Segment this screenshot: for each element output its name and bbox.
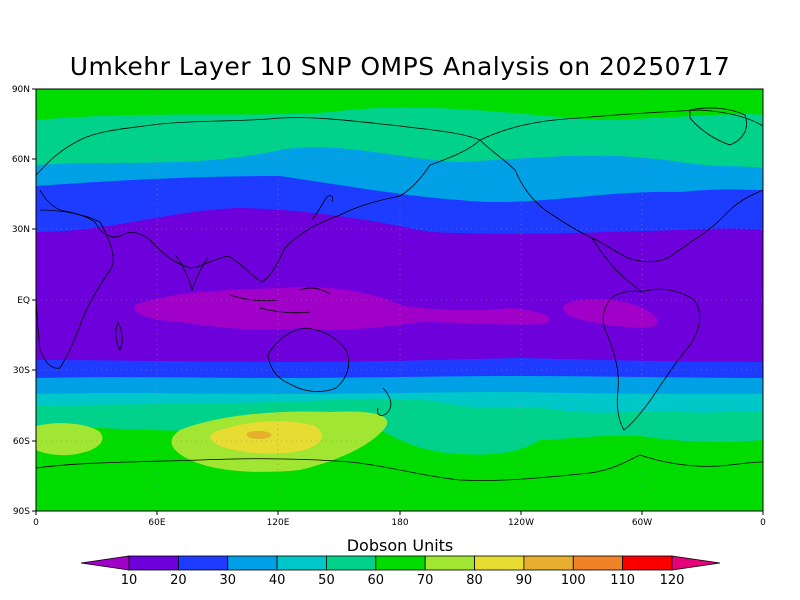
colorbar-tick-label: 100: [561, 573, 586, 588]
chart-title: Umkehr Layer 10 SNP OMPS Analysis on 202…: [69, 52, 731, 81]
band-30-40-south: [36, 376, 763, 398]
colorbar-box: [474, 555, 525, 571]
indonesia-coast: [229, 287, 331, 314]
colorbar: 10 20 30 40 50 60 70 80 90 100 110 120: [80, 555, 721, 588]
eurasia-coast: [36, 117, 481, 283]
colorbar-box: [523, 555, 574, 571]
colorbar-tick-label: 30: [219, 573, 236, 588]
y-label-30n: 30N: [12, 225, 30, 235]
north-america-coast: [479, 109, 763, 263]
colorbar-triangle-low: [80, 555, 130, 571]
contour-fill: [36, 89, 763, 511]
colorbar-tick-label: 120: [660, 573, 685, 588]
band-10-20: [36, 208, 763, 365]
colorbar-tick-label: 60: [368, 573, 385, 588]
africa-coast: [36, 209, 114, 369]
nz-coast: [377, 387, 392, 416]
colorbar-tick-label: 110: [610, 573, 635, 588]
band-50-60-south: [36, 398, 763, 455]
colorbar-tick-label: 10: [121, 573, 138, 588]
x-label-120w: 120W: [508, 518, 534, 528]
y-label-eq: EQ: [17, 296, 30, 306]
colorbar-tick-label: 40: [269, 573, 286, 588]
colorbar-box: [227, 555, 278, 571]
antarctica-coast: [36, 454, 763, 481]
x-label-0-east: 0: [760, 518, 766, 528]
colorbar-tick-label: 90: [516, 573, 533, 588]
colorbar-box: [572, 555, 624, 571]
south-america-coast: [602, 288, 701, 431]
y-label-90s: 90S: [13, 507, 30, 517]
x-axis: [35, 511, 764, 515]
colorbar-triangle-high: [671, 555, 721, 571]
x-label-60w: 60W: [632, 518, 652, 528]
india-coast: [174, 254, 209, 292]
y-axis: [32, 88, 36, 512]
band-below-10-b: [563, 299, 658, 328]
x-label-60e: 60E: [148, 518, 165, 528]
colorbar-box: [622, 555, 673, 571]
grid-lines: [36, 89, 763, 511]
x-label-120e: 120E: [267, 518, 290, 528]
colorbar-tick-label: 70: [417, 573, 434, 588]
madagascar-coast: [115, 321, 123, 351]
x-label-0-west: 0: [33, 518, 39, 528]
australia-coast: [267, 327, 350, 392]
colorbar-tick-label: 80: [466, 573, 483, 588]
japan-coast: [311, 195, 333, 221]
colorbar-box: [326, 555, 377, 571]
y-label-90n: 90N: [12, 85, 30, 95]
colorbar-tick-label: 50: [318, 573, 335, 588]
colorbar-tick-label: 20: [170, 573, 187, 588]
colorbar-box: [177, 555, 229, 571]
colorbar-box: [276, 555, 327, 571]
band-90-100-south: [246, 431, 272, 439]
colorbar-box: [375, 555, 426, 571]
band-70-80-south-west: [36, 423, 103, 456]
colorbar-title: Dobson Units: [346, 536, 454, 555]
colorbar-box: [424, 555, 475, 571]
coastlines: [36, 107, 763, 481]
y-label-60s: 60S: [13, 437, 30, 447]
y-label-60n: 60N: [12, 155, 30, 165]
colorbar-box: [128, 555, 179, 571]
y-label-30s: 30S: [13, 366, 30, 376]
x-label-180: 180: [391, 518, 408, 528]
greenland-coast: [689, 107, 747, 146]
central-america-coast: [591, 237, 643, 293]
